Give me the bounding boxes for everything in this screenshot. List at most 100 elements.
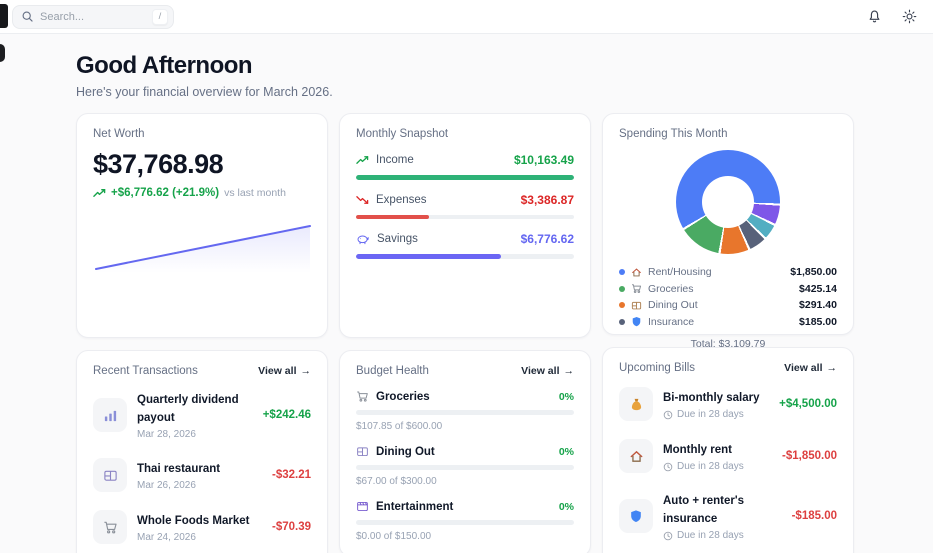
bill-amount: -$1,850.00 <box>782 450 837 462</box>
budget-item-percent: 0% <box>558 390 574 403</box>
cart-icon <box>631 283 642 294</box>
arrow-right-icon: → <box>826 362 838 374</box>
budget-item-percent: 0% <box>558 500 574 513</box>
legend-dot <box>619 318 625 325</box>
net-worth-sparkline-chart <box>93 213 311 282</box>
snapshot-income-row: Income $10,163.49 <box>356 153 574 180</box>
sidebar-edge-handle[interactable] <box>0 44 5 62</box>
bill-amount: +$4,500.00 <box>779 398 837 410</box>
shield-icon <box>619 499 653 533</box>
transaction-date: Mar 24, 2026 <box>137 532 196 543</box>
snapshot-row-label: Expenses <box>376 193 427 206</box>
search-input[interactable] <box>40 10 146 23</box>
budget-item: Entertainment 0% $0.00 of $150.00 <box>356 500 574 542</box>
bill-row[interactable]: Bi-monthly salary Due in 28 days +$4,500… <box>619 378 837 430</box>
bento-icon <box>93 458 127 492</box>
legend-amount: $1,850.00 <box>790 266 837 278</box>
net-worth-delta-note: vs last month <box>224 187 286 199</box>
legend-label: Groceries <box>648 282 694 295</box>
budget-health-card: Budget Health View all → Groceries 0% $10… <box>339 350 591 553</box>
arrow-right-icon: → <box>300 365 312 377</box>
bill-due: Due in 28 days <box>677 530 744 541</box>
budget-item-caption: $107.85 of $600.00 <box>356 421 443 432</box>
expenses-progress-bar <box>356 214 429 219</box>
shield-icon <box>631 316 642 327</box>
transaction-date: Mar 28, 2026 <box>137 429 196 440</box>
budget-view-all-link[interactable]: View all → <box>521 365 574 377</box>
chart-bars-icon <box>93 398 127 432</box>
bento-icon <box>631 300 642 311</box>
sidebar-sliver-top <box>0 4 8 28</box>
snapshot-row-label: Savings <box>377 233 418 245</box>
trending-down-icon <box>356 195 369 205</box>
savings-progress-bar <box>356 254 502 259</box>
legend-amount: $185.00 <box>799 315 837 328</box>
budget-title: Budget Health <box>356 365 429 377</box>
bills-view-all-link[interactable]: View all → <box>784 362 837 374</box>
legend-dot <box>619 285 625 292</box>
clock-icon <box>663 462 673 472</box>
search-box[interactable]: / <box>12 4 174 29</box>
bill-due: Due in 28 days <box>677 409 744 420</box>
monthly-snapshot-card: Monthly Snapshot Income $10,163.49 <box>339 113 591 338</box>
transactions-view-all-link[interactable]: View all → <box>258 365 311 377</box>
legend-label: Dining Out <box>648 299 698 311</box>
transaction-row[interactable]: Thai restaurant Mar 26, 2026 -$32.21 <box>93 449 311 501</box>
clock-icon <box>663 410 673 420</box>
bill-name: Bi-monthly salary <box>663 392 760 404</box>
bill-row[interactable]: Monthly rent Due in 28 days -$1,850.00 <box>619 430 837 482</box>
legend-dot <box>619 269 625 275</box>
bill-name: Auto + renter's insurance <box>663 495 745 525</box>
spending-title: Spending This Month <box>619 128 728 140</box>
legend-dot <box>619 302 625 308</box>
bento-icon <box>356 445 369 458</box>
snapshot-expenses-row: Expenses $3,386.87 <box>356 192 574 219</box>
legend-amount: $425.14 <box>799 282 837 295</box>
page-title: Good Afternoon <box>76 52 253 79</box>
search-shortcut-kbd: / <box>152 8 168 25</box>
budget-item-name: Entertainment <box>376 500 454 513</box>
snapshot-title: Monthly Snapshot <box>356 128 449 140</box>
budget-item: Groceries 0% $107.85 of $600.00 <box>356 390 574 432</box>
legend-label: Rent/Housing <box>648 266 712 278</box>
budget-item-caption: $0.00 of $150.00 <box>356 531 432 542</box>
budget-item-caption: $67.00 of $300.00 <box>356 476 437 487</box>
snapshot-row-value: $3,386.87 <box>520 192 574 207</box>
clock-icon <box>663 531 673 541</box>
spending-donut-chart <box>676 150 780 254</box>
transaction-row[interactable]: Whole Foods Market Mar 24, 2026 -$70.39 <box>93 501 311 553</box>
snapshot-savings-row: Savings $6,776.62 <box>356 232 574 259</box>
bill-row[interactable]: Auto + renter's insurance Due in 28 days… <box>619 482 837 550</box>
clapperboard-icon <box>356 500 369 513</box>
budget-item: Dining Out 0% $67.00 of $300.00 <box>356 445 574 487</box>
transaction-amount: +$242.46 <box>262 409 311 421</box>
theme-toggle-button[interactable] <box>900 7 919 26</box>
legend-label: Insurance <box>648 315 695 328</box>
transaction-amount: -$32.21 <box>271 469 311 481</box>
legend-item: Groceries $425.14 <box>619 283 837 295</box>
net-worth-value: $37,768.98 <box>93 149 224 179</box>
snapshot-row-label: Income <box>376 154 414 166</box>
budget-item-name: Groceries <box>376 390 430 403</box>
notifications-button[interactable] <box>865 7 884 26</box>
net-worth-delta: +$6,776.62 (+21.9%) <box>111 187 220 199</box>
budget-item-name: Dining Out <box>376 445 435 458</box>
cart-icon <box>93 510 127 544</box>
trending-up-icon <box>93 188 106 198</box>
sun-icon <box>902 9 917 24</box>
transaction-row[interactable]: Quarterly dividend payout Mar 28, 2026 +$… <box>93 381 311 449</box>
bill-name: Monthly rent <box>663 444 732 456</box>
house-icon <box>619 439 653 473</box>
transactions-title: Recent Transactions <box>93 365 198 377</box>
search-icon <box>21 10 34 23</box>
cart-icon <box>356 390 369 403</box>
recent-transactions-card: Recent Transactions View all → Quarterly … <box>76 350 328 553</box>
snapshot-row-value: $6,776.62 <box>520 232 574 246</box>
trending-up-icon <box>356 155 369 165</box>
transaction-date: Mar 26, 2026 <box>137 480 196 491</box>
bill-amount: -$185.00 <box>791 510 837 522</box>
income-progress-bar <box>356 175 574 180</box>
net-worth-title: Net Worth <box>93 128 145 140</box>
legend-amount: $291.40 <box>799 299 837 311</box>
legend-item: Dining Out $291.40 <box>619 299 837 311</box>
